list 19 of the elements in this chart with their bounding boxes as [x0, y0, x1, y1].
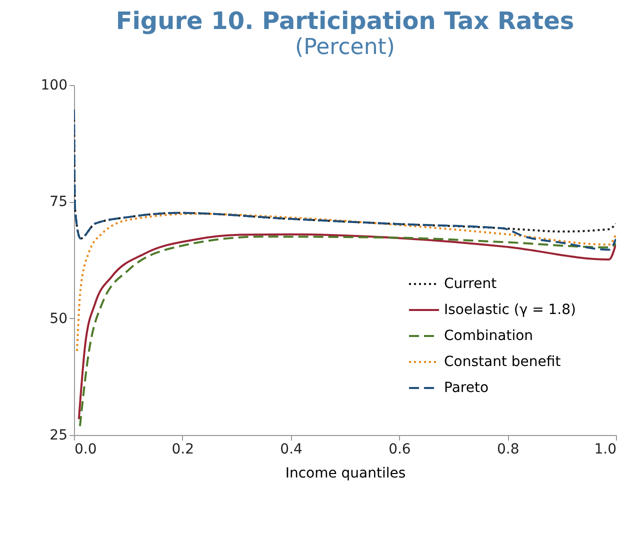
x-tick-label: 0.8 — [496, 442, 520, 458]
x-tick-label: 0.4 — [280, 442, 303, 458]
y-tick-label: 75 — [50, 194, 68, 210]
x-axis-title: Income quantiles — [285, 466, 406, 482]
x-tick-label: 0.0 — [74, 442, 97, 458]
legend-label: Isoelastic (γ = 1.8) — [444, 302, 576, 318]
x-tick-label: 0.2 — [172, 442, 194, 458]
y-tick-label: 50 — [50, 310, 68, 327]
legend-label: Pareto — [444, 380, 489, 396]
x-tick-label: 0.6 — [388, 442, 411, 458]
y-tick-label: 100 — [40, 78, 68, 94]
chart-title: Figure 10. Participation Tax Rates — [116, 7, 574, 35]
legend-label: Constant benefit — [444, 354, 562, 370]
chart-subtitle: (Percent) — [295, 35, 395, 60]
legend-label: Combination — [444, 328, 534, 344]
line-series — [76, 212, 616, 352]
legend-label: Current — [444, 276, 498, 292]
x-tick-label: 1.0 — [594, 442, 616, 458]
y-tick-label: 25 — [50, 428, 68, 444]
